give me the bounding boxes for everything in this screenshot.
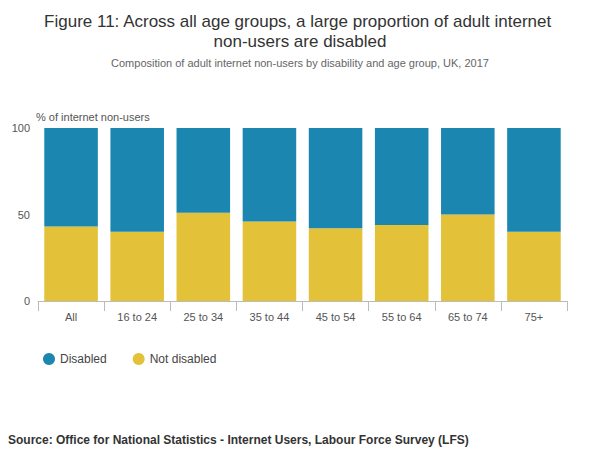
svg-text:55 to 64: 55 to 64: [382, 311, 422, 323]
svg-text:Figure 11: Across all age grou: Figure 11: Across all age groups, a larg…: [44, 12, 556, 31]
svg-text:non-users are disabled: non-users are disabled: [214, 32, 387, 51]
svg-text:35 to 44: 35 to 44: [250, 311, 290, 323]
svg-text:65 to 74: 65 to 74: [448, 311, 488, 323]
svg-text:Not disabled: Not disabled: [150, 352, 217, 366]
svg-text:75+: 75+: [525, 311, 544, 323]
svg-text:50: 50: [18, 209, 30, 221]
svg-text:0: 0: [24, 295, 30, 307]
svg-text:Source: Office for National St: Source: Office for National Statistics -…: [8, 433, 469, 447]
svg-text:16 to 24: 16 to 24: [117, 311, 157, 323]
svg-text:Composition of adult internet: Composition of adult internet non-users …: [111, 57, 489, 69]
svg-text:% of internet non-users: % of internet non-users: [36, 111, 150, 123]
svg-text:45 to 54: 45 to 54: [316, 311, 356, 323]
svg-text:100: 100: [12, 122, 30, 134]
svg-text:All: All: [65, 311, 77, 323]
svg-text:Disabled: Disabled: [60, 352, 107, 366]
svg-text:25 to 34: 25 to 34: [183, 311, 223, 323]
